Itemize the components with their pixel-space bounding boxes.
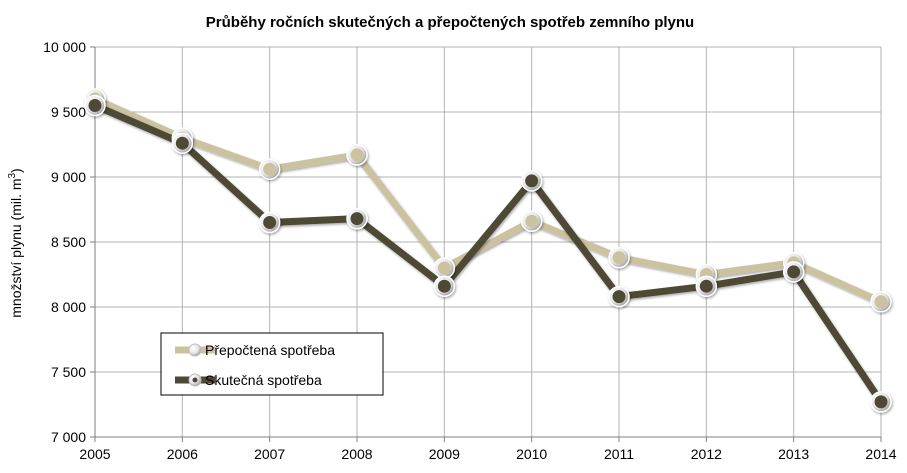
y-tick-label: 7 000	[51, 429, 86, 445]
data-point-core-skutecna	[874, 395, 888, 409]
data-point-core-prepoctena	[437, 261, 451, 275]
y-tick-label: 10 000	[43, 39, 86, 55]
x-tick-label: 2012	[691, 446, 722, 462]
y-tick-label: 8 500	[51, 234, 86, 250]
data-point-core-prepoctena	[263, 162, 277, 176]
x-tick-label: 2013	[778, 446, 809, 462]
data-point-core-skutecna	[699, 279, 713, 293]
y-axis-label: množství plynu (mil. m3)	[7, 168, 24, 317]
series-line-prepoctena	[91, 95, 885, 306]
series-line-skutecna	[91, 102, 885, 406]
chart-title: Průběhy ročních skutečných a přepočtenýc…	[206, 14, 694, 31]
data-point-core-skutecna	[437, 279, 451, 293]
data-point-core-skutecna	[525, 174, 539, 188]
y-tick-label: 9 000	[51, 169, 86, 185]
x-tick-label: 2009	[429, 446, 460, 462]
legend-marker-core-skutecna	[192, 377, 198, 383]
data-point-core-prepoctena	[350, 148, 364, 162]
data-point-core-skutecna	[350, 212, 364, 226]
x-tick-label: 2008	[341, 446, 372, 462]
data-point-core-skutecna	[88, 99, 102, 112]
data-point-core-prepoctena	[612, 251, 626, 265]
x-tick-label: 2007	[254, 446, 285, 462]
y-tick-label: 9 500	[51, 104, 86, 120]
legend-label-skutecna: Skutečná spotřeba	[205, 372, 322, 388]
x-tick-label: 2011	[604, 446, 634, 462]
data-point-core-skutecna	[612, 290, 626, 304]
data-point-core-prepoctena	[874, 295, 888, 309]
plot-area: 7 000 7 500 8 000 8 500 9 000 9 500 10 000 2005…	[43, 39, 897, 462]
legend-label-prepoctena: Přepočtená spotřeba	[205, 342, 335, 358]
x-tick-label: 2014	[865, 446, 896, 462]
data-point-core-skutecna	[787, 265, 801, 279]
y-tick-label: 8 000	[51, 299, 86, 315]
y-tick-label: 7 500	[51, 364, 86, 380]
legend-marker-prepoctena	[188, 343, 202, 357]
x-tick-label: 2010	[516, 446, 547, 462]
data-point-core-skutecna	[263, 216, 277, 229]
legend: Přepočtená spotřeba Skutečná spotřeba	[160, 332, 384, 396]
data-point-core-skutecna	[175, 136, 189, 150]
x-tick-label: 2006	[167, 446, 198, 462]
x-tick-label: 2005	[79, 446, 110, 462]
data-point-core-prepoctena	[525, 214, 539, 228]
